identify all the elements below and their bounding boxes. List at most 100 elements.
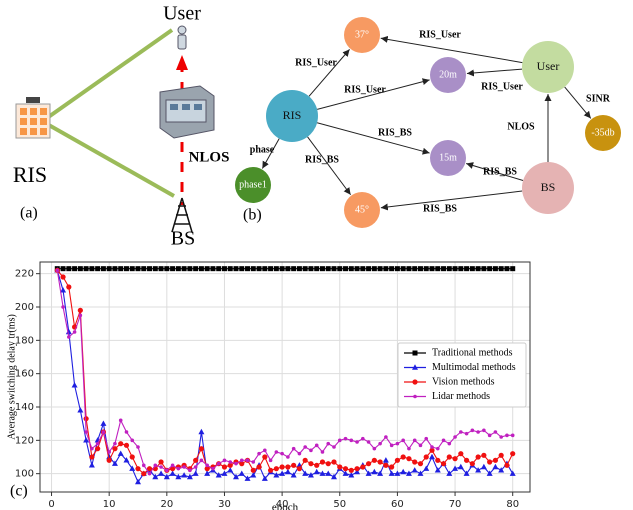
node-label: 45° — [355, 204, 369, 215]
point — [338, 439, 342, 443]
point — [251, 468, 256, 473]
point — [135, 466, 140, 471]
point — [130, 266, 135, 271]
point — [441, 266, 446, 271]
point — [194, 465, 198, 469]
point — [274, 466, 279, 471]
point — [412, 459, 417, 464]
point — [401, 454, 406, 459]
point — [136, 266, 141, 271]
point — [61, 266, 66, 271]
point — [107, 266, 112, 271]
user-label: User — [163, 3, 201, 25]
point — [107, 458, 112, 463]
point — [274, 266, 279, 271]
point — [355, 440, 359, 444]
point — [476, 430, 480, 434]
edge-label: phase — [250, 144, 275, 155]
panel-label: (c) — [10, 483, 28, 500]
building-icon — [160, 86, 214, 138]
point — [118, 441, 123, 446]
point — [315, 444, 319, 448]
point — [182, 266, 187, 271]
point — [263, 449, 267, 453]
point — [412, 266, 417, 271]
point — [430, 266, 435, 271]
point — [239, 266, 244, 271]
point — [113, 442, 117, 446]
point — [67, 335, 71, 339]
point — [73, 330, 77, 334]
point — [493, 266, 498, 271]
point — [159, 266, 164, 271]
point — [441, 461, 446, 466]
point — [378, 459, 383, 464]
panel-a: User RIS NLOS BS (a) — [13, 3, 230, 250]
node-label: 37° — [355, 29, 369, 40]
point — [314, 463, 319, 468]
edge-label: RIS_BS — [423, 203, 457, 214]
point — [171, 464, 175, 468]
point — [298, 452, 302, 456]
point — [349, 439, 353, 443]
point — [360, 266, 365, 271]
point — [487, 266, 492, 271]
point — [476, 266, 481, 271]
point — [303, 266, 308, 271]
point — [413, 439, 417, 443]
point — [360, 464, 365, 469]
point — [286, 455, 290, 459]
point — [119, 419, 123, 423]
user-icon — [178, 26, 186, 49]
point — [112, 266, 117, 271]
x-tick-label: 10 — [103, 499, 116, 510]
point — [424, 437, 428, 441]
point — [118, 266, 123, 271]
point — [280, 266, 285, 271]
point — [176, 266, 181, 271]
point — [268, 468, 273, 473]
edge-label: RIS_User — [344, 84, 386, 95]
point — [234, 462, 238, 466]
point — [396, 442, 400, 446]
node-label: RIS — [283, 108, 302, 122]
point — [159, 465, 163, 469]
point — [95, 446, 100, 451]
point — [481, 266, 486, 271]
legend-label: Vision methods — [432, 376, 495, 387]
y-tick-label: 120 — [15, 435, 34, 446]
point — [262, 454, 267, 459]
point — [308, 266, 313, 271]
point — [309, 449, 313, 453]
point — [499, 266, 504, 271]
point — [257, 266, 262, 271]
point — [268, 266, 273, 271]
point — [361, 437, 365, 441]
point — [424, 266, 429, 271]
x-tick-label: 0 — [48, 499, 54, 510]
nlos-label: NLOS — [189, 149, 230, 165]
point — [390, 444, 394, 448]
legend-marker — [413, 351, 418, 356]
point — [182, 465, 186, 469]
link — [47, 30, 172, 118]
point — [102, 430, 106, 434]
panel-b: RIS_UserRIS_UserRIS_UserRIS_UserphaseRIS… — [235, 17, 621, 228]
point — [280, 464, 285, 469]
point — [406, 456, 411, 461]
page: User RIS NLOS BS (a) (b) RIS_UserRIS_Use… — [0, 0, 633, 510]
point — [499, 435, 503, 439]
point — [84, 266, 89, 271]
point — [354, 466, 359, 471]
point — [464, 266, 469, 271]
point — [66, 266, 71, 271]
point — [435, 458, 440, 463]
point — [142, 464, 146, 468]
y-tick-label: 220 — [15, 269, 34, 280]
edge — [308, 137, 351, 195]
point — [89, 266, 94, 271]
point — [280, 452, 284, 456]
point — [458, 451, 463, 456]
point — [401, 266, 406, 271]
point — [401, 439, 405, 443]
